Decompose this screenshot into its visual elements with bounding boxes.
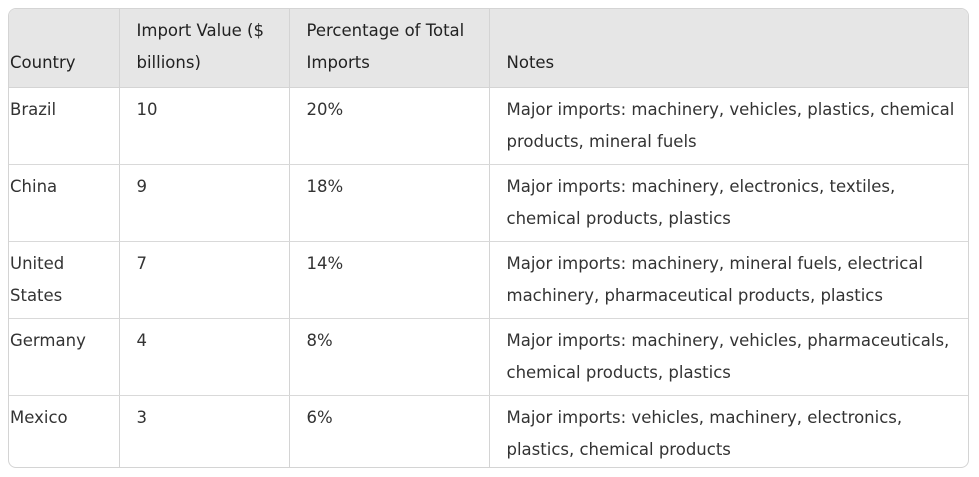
cell-import-value: 7 (118, 241, 289, 319)
table-row: China 9 18% Major imports: machinery, el… (9, 164, 968, 242)
table-body: Brazil 10 20% Major imports: machinery, … (9, 87, 968, 467)
cell-percentage: 6% (288, 395, 489, 467)
cell-import-value: 4 (118, 318, 289, 396)
header-percentage: Percentage of Total Imports (288, 9, 489, 88)
cell-import-value: 10 (118, 87, 289, 165)
cell-country: China (9, 164, 119, 242)
cell-country: Mexico (10, 408, 68, 427)
table-row: Brazil 10 20% Major imports: machinery, … (9, 87, 968, 165)
cell-percentage: 18% (288, 164, 489, 242)
cell-import-value: 3 (118, 395, 289, 467)
cell-country: United States (9, 241, 119, 319)
cell-country: Germany (9, 318, 119, 396)
cell-percentage: 8% (288, 318, 489, 396)
cell-percentage: 14% (288, 241, 489, 319)
imports-table: Country Import Value ($ billions) Percen… (9, 9, 968, 467)
table-header: Country Import Value ($ billions) Percen… (9, 9, 968, 88)
table-row: Mexico 3 6% Major imports: vehicles, mac… (9, 395, 968, 467)
table-row: Germany 4 8% Major imports: machinery, v… (9, 318, 968, 396)
cell-import-value: 9 (118, 164, 289, 242)
cell-country: Brazil (9, 87, 119, 165)
table-row: United States 7 14% Major imports: machi… (9, 241, 968, 319)
cell-notes: Major imports: machinery, vehicles, phar… (488, 318, 968, 396)
header-country: Country (9, 9, 119, 88)
header-import-value: Import Value ($ billions) (118, 9, 289, 88)
cell-notes: Major imports: machinery, mineral fuels,… (488, 241, 968, 319)
cell-percentage: 20% (288, 87, 489, 165)
imports-table-container: Country Import Value ($ billions) Percen… (8, 8, 969, 468)
cell-notes: Major imports: vehicles, machinery, elec… (488, 395, 968, 467)
header-row: Country Import Value ($ billions) Percen… (9, 9, 968, 88)
cell-notes: Major imports: machinery, vehicles, plas… (488, 87, 968, 165)
header-notes: Notes (488, 9, 968, 88)
cell-notes: Major imports: machinery, electronics, t… (488, 164, 968, 242)
